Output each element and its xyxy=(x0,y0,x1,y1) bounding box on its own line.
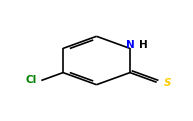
Text: N: N xyxy=(126,40,134,50)
Text: Cl: Cl xyxy=(25,76,36,85)
Text: S: S xyxy=(163,79,171,88)
Text: H: H xyxy=(139,40,148,50)
